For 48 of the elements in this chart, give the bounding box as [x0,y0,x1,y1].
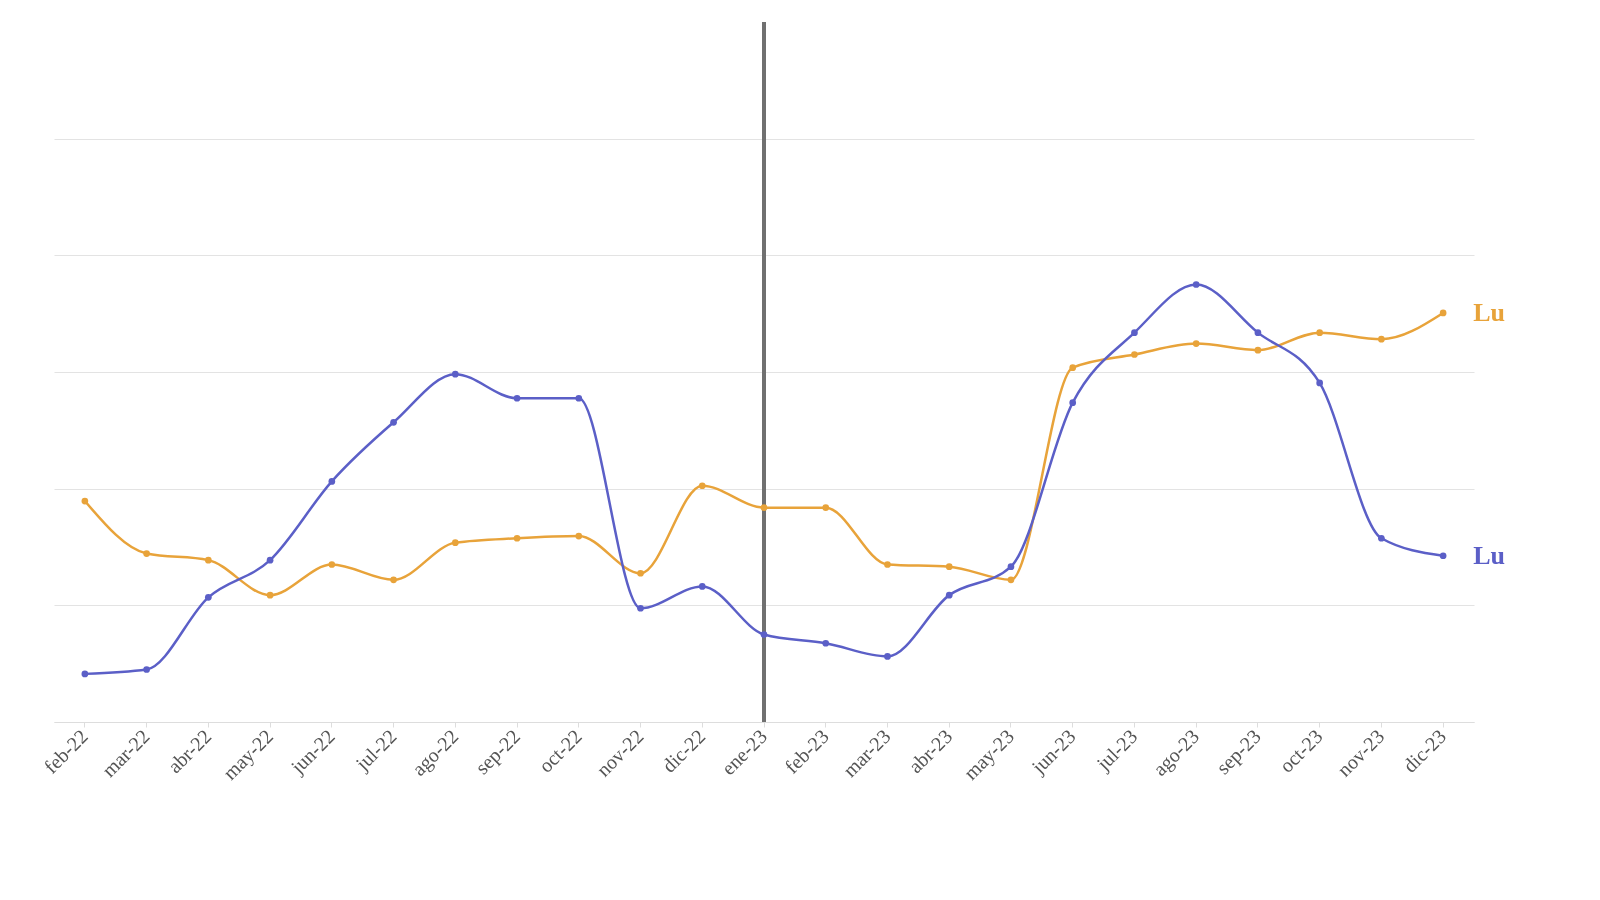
point [698,583,706,590]
point [451,539,459,546]
point [575,532,583,540]
point [513,534,521,542]
point [451,370,459,378]
point [266,556,274,564]
point [81,497,89,505]
point [1069,364,1077,371]
point [143,550,150,557]
point [1007,576,1015,584]
point [1378,335,1385,343]
point [1069,399,1077,406]
point [1192,281,1200,288]
point [390,576,397,584]
point [698,482,706,490]
point [1131,329,1138,336]
point [822,639,830,647]
point [1316,329,1324,336]
point [760,504,768,511]
point [390,418,397,426]
point [81,670,89,678]
point [1439,552,1447,560]
series-label: Lu [1473,540,1505,570]
point [760,631,768,638]
point [204,593,212,601]
point [945,591,953,599]
series-label: Lu [1473,297,1505,327]
point [822,504,830,511]
point [328,478,336,485]
point [1254,329,1262,336]
point [204,556,212,564]
point [945,563,953,571]
point [1439,309,1447,317]
point [513,394,521,402]
point [1131,351,1138,358]
point [1007,563,1015,571]
point [884,561,891,568]
point [637,569,644,577]
point [143,666,150,673]
point [575,394,583,402]
point [1192,340,1200,347]
point [1378,534,1385,542]
point [1254,346,1262,354]
point [266,591,274,599]
point [884,653,891,660]
point [328,561,336,568]
point [1316,379,1324,387]
point [637,604,644,612]
